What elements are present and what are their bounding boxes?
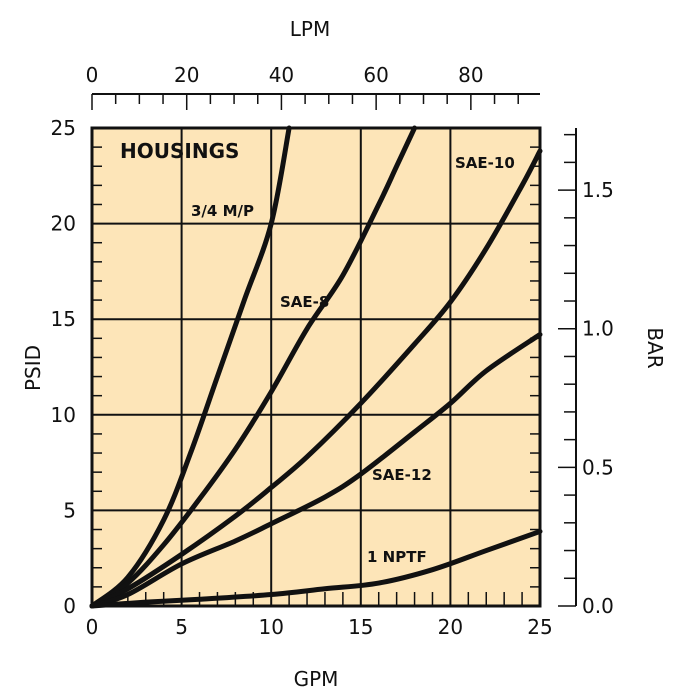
curve-label-sae-12: SAE-12: [372, 466, 432, 484]
x-tick-label: 20: [438, 615, 463, 639]
right-tick-label: 0.5: [582, 455, 614, 479]
x-tick-label: 5: [175, 615, 188, 639]
right-axis-title: BAR: [643, 327, 667, 368]
x-tick-label: 0: [86, 615, 99, 639]
curve-label-3-4-mp: 3/4 M/P: [191, 202, 254, 220]
plot-frame: [90, 126, 542, 608]
top-tick-label: 60: [363, 63, 388, 87]
curves: [89, 125, 543, 609]
top-axis-title: LPM: [290, 17, 330, 41]
top-tick-label: 80: [458, 63, 483, 87]
curve-label-1-nptf: 1 NPTF: [367, 548, 427, 566]
top-tick-label: 20: [174, 63, 199, 87]
right-bar-axis: 0.0 0.5 1.0 1.5: [558, 128, 614, 618]
series-line-1: [89, 125, 418, 609]
top-tick-label: 0: [86, 63, 99, 87]
curve-label-sae-8: SAE-8: [280, 293, 329, 311]
series-line-0: [89, 125, 292, 609]
y-tick-label: 15: [51, 307, 76, 331]
y-tick-label: 20: [51, 212, 76, 236]
y-tick-label: 10: [51, 403, 76, 427]
x-tick-label: 15: [348, 615, 373, 639]
y-tick-label: 25: [51, 116, 76, 140]
y-tick-labels: 0 5 10 15 20 25: [51, 116, 76, 618]
series-line-4: [89, 528, 543, 609]
curve-label-sae-10: SAE-10: [455, 154, 515, 172]
y-tick-label: 0: [63, 594, 76, 618]
y-tick-label: 5: [63, 498, 76, 522]
x-axis-title: GPM: [294, 667, 339, 691]
x-tick-label: 25: [527, 615, 552, 639]
x-tick-labels: 0 5 10 15 20 25: [86, 615, 553, 639]
right-tick-label: 1.0: [582, 317, 614, 341]
top-tick-label: 40: [269, 63, 294, 87]
series-line-2: [89, 148, 543, 609]
chart-title: HOUSINGS: [120, 139, 239, 163]
top-lpm-axis: 0 20 40 60 80: [86, 63, 540, 110]
right-tick-label: 1.5: [582, 178, 614, 202]
series-line-3: [89, 331, 543, 609]
x-tick-label: 10: [258, 615, 283, 639]
right-tick-label: 0.0: [582, 594, 614, 618]
y-axis-title: PSID: [21, 345, 45, 391]
plot-background: [92, 128, 540, 606]
